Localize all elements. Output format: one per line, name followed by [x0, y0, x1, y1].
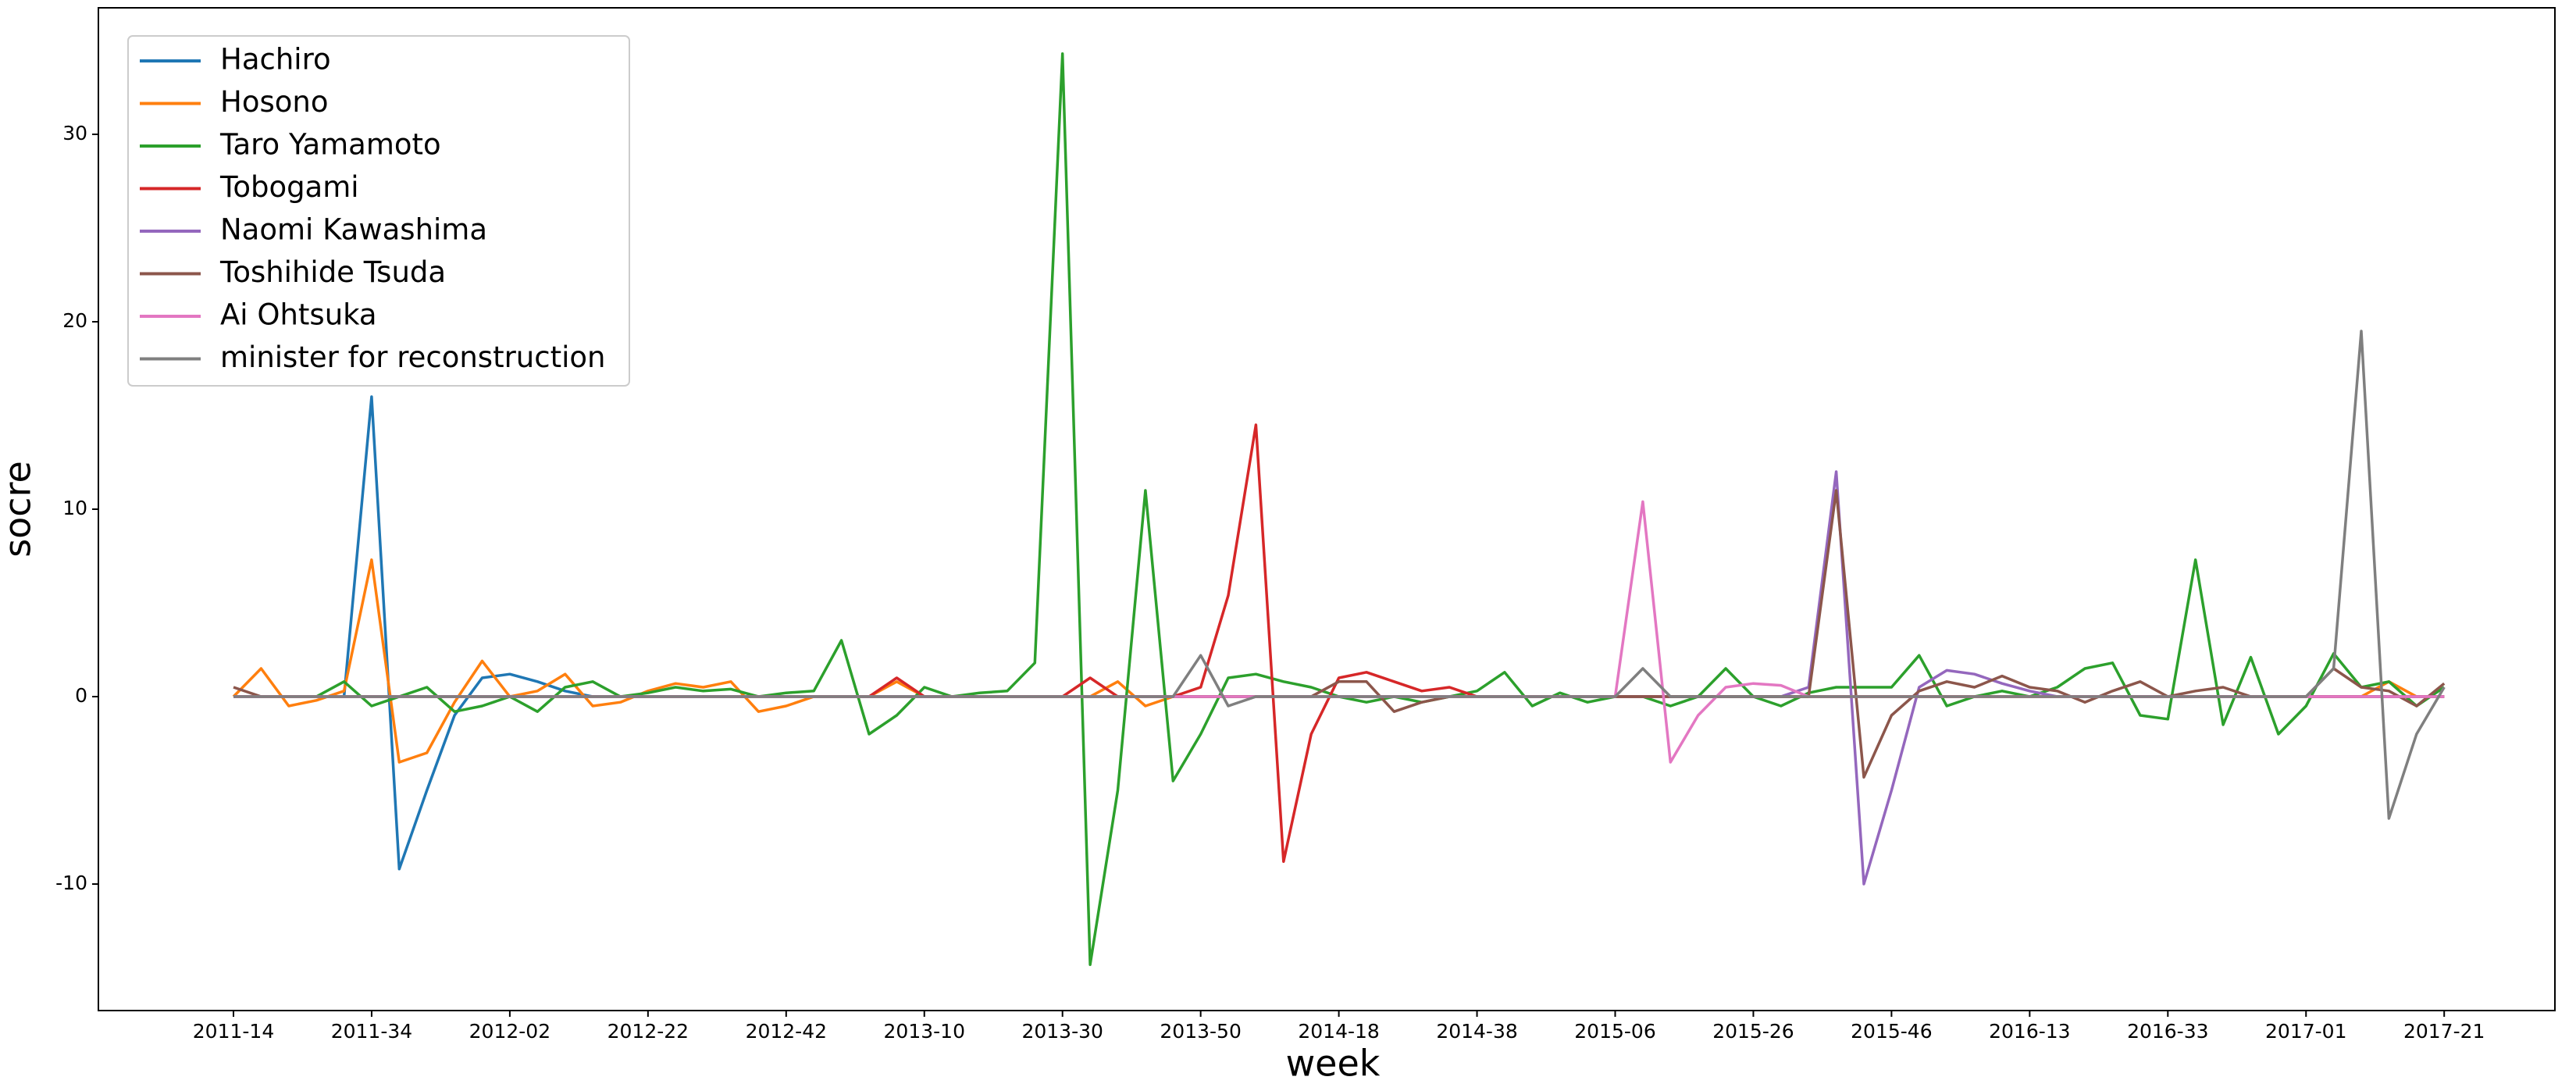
x-tick-label: 2015-46 [1851, 1020, 1932, 1043]
series-line [232, 558, 2445, 764]
x-tick-label: 2015-26 [1712, 1020, 1794, 1043]
legend-label: Ai Ohtsuka [220, 298, 377, 332]
x-tick-label: 2011-14 [193, 1020, 274, 1043]
legend-label: Tobogami [219, 170, 359, 204]
x-tick-label: 2012-42 [746, 1020, 827, 1043]
x-tick-label: 2016-13 [1989, 1020, 2070, 1043]
series-line [233, 500, 2445, 764]
legend-label: Taro Yamamoto [219, 128, 441, 162]
y-tick-label: 0 [75, 684, 87, 707]
y-tick-label: 10 [62, 497, 87, 519]
legend-label: Hachiro [220, 43, 331, 77]
y-tick-label: 30 [62, 122, 87, 144]
x-tick-label: 2012-22 [607, 1020, 689, 1043]
x-tick-label: 2012-02 [469, 1020, 550, 1043]
x-tick-label: 2013-10 [884, 1020, 965, 1043]
y-tick-label: -10 [55, 872, 87, 894]
x-axis-label: week [1286, 1043, 1381, 1085]
series-line [233, 395, 2445, 871]
y-axis-label: socre [0, 461, 39, 558]
legend-label: Toshihide Tsuda [219, 255, 446, 289]
x-tick-label: 2013-50 [1160, 1020, 1241, 1043]
x-tick-label: 2015-06 [1574, 1020, 1655, 1043]
legend-box [127, 35, 630, 387]
x-tick-label: 2013-30 [1021, 1020, 1103, 1043]
legend-label: Hosono [220, 85, 328, 119]
legend-label: Naomi Kawashima [220, 213, 487, 247]
x-tick-label: 2017-21 [2403, 1020, 2485, 1043]
legend-label: minister for reconstruction [220, 340, 605, 374]
x-tick-label: 2014-38 [1436, 1020, 1517, 1043]
x-tick-label: 2014-18 [1298, 1020, 1379, 1043]
legend: Hachiro Hosono Taro Yamamoto Tobogami Naomi … [127, 35, 630, 387]
x-tick-label: 2017-01 [2265, 1020, 2346, 1043]
x-tick-label: 2016-33 [2127, 1020, 2208, 1043]
series-line [233, 423, 2445, 863]
series-line [233, 489, 2446, 779]
y-tick-label: 20 [62, 309, 87, 332]
series-line [233, 330, 2446, 820]
x-tick-label: 2011-34 [331, 1020, 412, 1043]
